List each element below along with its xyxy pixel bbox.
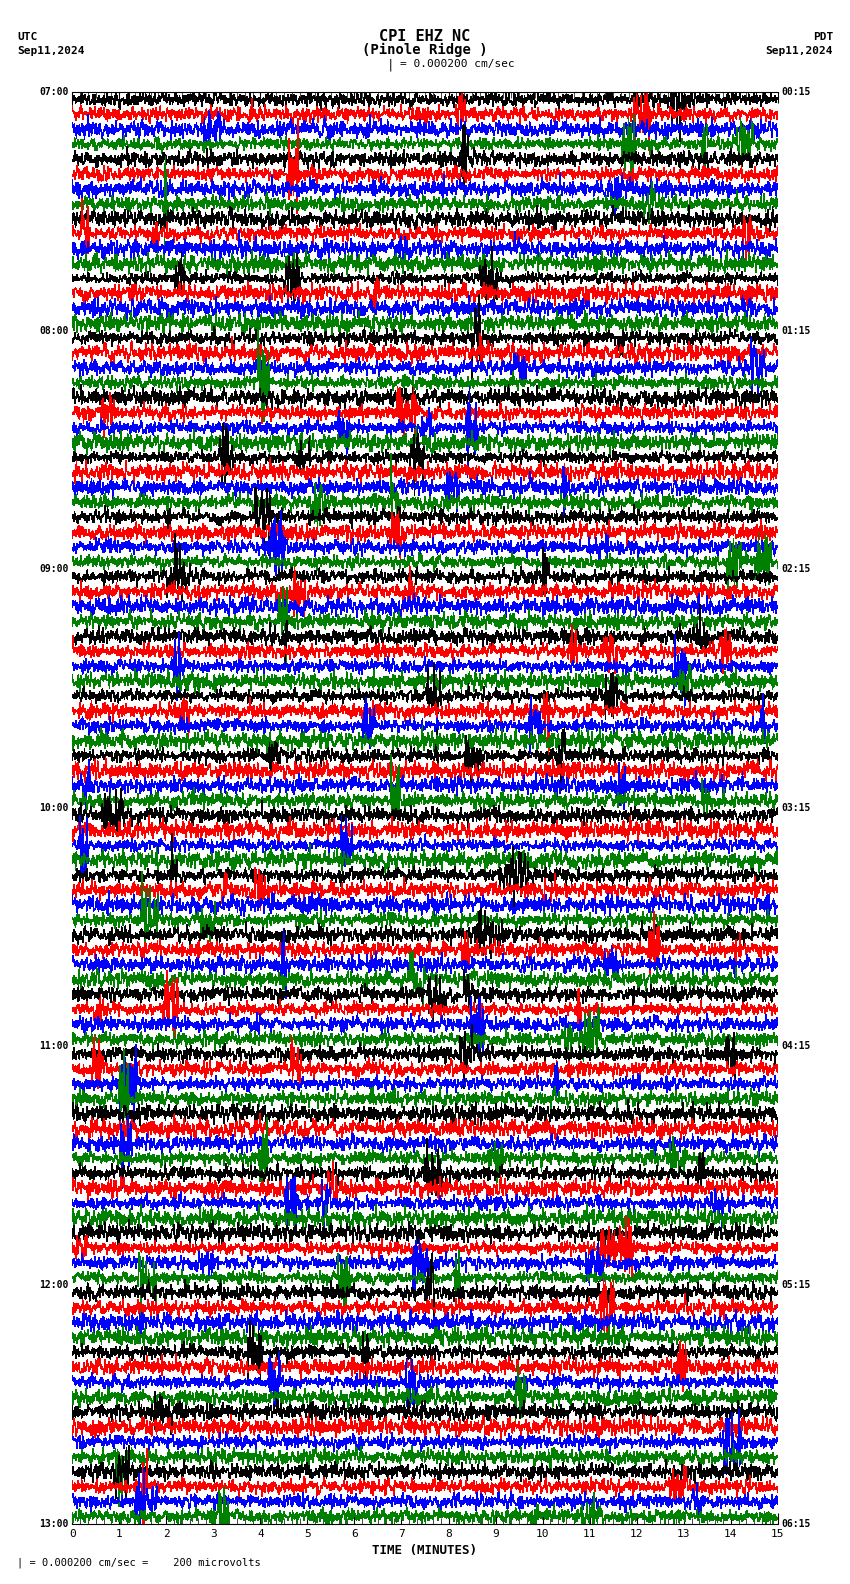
Text: 06:15: 06:15 xyxy=(781,1519,811,1529)
Text: 07:00: 07:00 xyxy=(39,87,69,97)
Text: 09:00: 09:00 xyxy=(39,564,69,573)
Text: | = 0.000200 cm/sec =    200 microvolts: | = 0.000200 cm/sec = 200 microvolts xyxy=(17,1557,261,1568)
Text: PDT: PDT xyxy=(813,32,833,41)
Text: 03:15: 03:15 xyxy=(781,803,811,813)
Text: CPI EHZ NC: CPI EHZ NC xyxy=(379,29,471,43)
Text: = 0.000200 cm/sec: = 0.000200 cm/sec xyxy=(400,59,514,68)
Text: 08:00: 08:00 xyxy=(39,326,69,336)
Text: 13:00: 13:00 xyxy=(39,1519,69,1529)
Text: 00:15: 00:15 xyxy=(781,87,811,97)
Text: 04:15: 04:15 xyxy=(781,1042,811,1052)
Text: 02:15: 02:15 xyxy=(781,564,811,573)
Text: 01:15: 01:15 xyxy=(781,326,811,336)
Text: 10:00: 10:00 xyxy=(39,803,69,813)
Text: 12:00: 12:00 xyxy=(39,1280,69,1289)
Text: 05:15: 05:15 xyxy=(781,1280,811,1289)
X-axis label: TIME (MINUTES): TIME (MINUTES) xyxy=(372,1544,478,1557)
Text: (Pinole Ridge ): (Pinole Ridge ) xyxy=(362,43,488,57)
Text: UTC: UTC xyxy=(17,32,37,41)
Text: Sep11,2024: Sep11,2024 xyxy=(766,46,833,55)
Text: Sep11,2024: Sep11,2024 xyxy=(17,46,84,55)
Text: |: | xyxy=(388,59,394,71)
Text: 11:00: 11:00 xyxy=(39,1042,69,1052)
